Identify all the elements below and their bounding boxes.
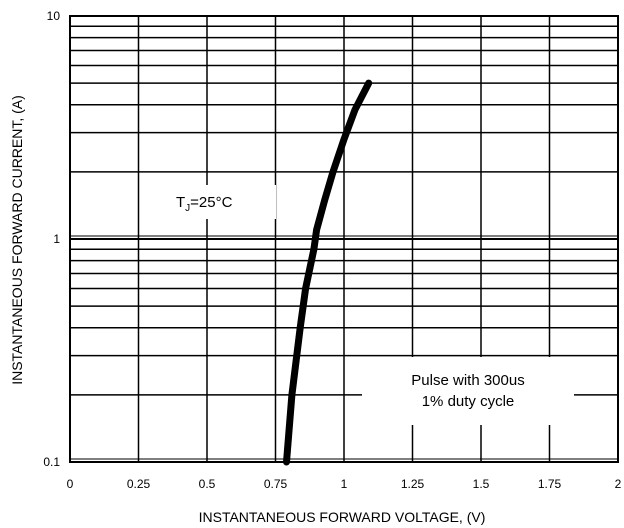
y-tick-label: 0.1 bbox=[43, 455, 60, 469]
x-tick-label: 0.5 bbox=[199, 477, 216, 491]
y-tick-label: 1 bbox=[53, 232, 60, 246]
tj-value: =25°C bbox=[190, 194, 232, 211]
plot-frame bbox=[69, 15, 619, 463]
x-tick-label: 0.75 bbox=[264, 477, 288, 491]
x-axis-label: INSTANTANEOUS FORWARD VOLTAGE, (V) bbox=[199, 509, 486, 525]
pulse-annotation-line1: Pulse with 300us bbox=[411, 372, 524, 389]
y-axis-label: INSTANTANEOUS FORWARD CURRENT, (A) bbox=[9, 95, 25, 385]
x-tick-label: 1 bbox=[341, 477, 348, 491]
forward-characteristic-curve bbox=[283, 79, 373, 466]
tj-annotation: TJ=25°C bbox=[176, 194, 233, 214]
x-tick-label: 2 bbox=[615, 477, 622, 491]
pulse-annotation-line2: 1% duty cycle bbox=[422, 393, 515, 410]
pulse-annotation-background bbox=[362, 357, 574, 425]
x-tick-label: 1.75 bbox=[538, 477, 562, 491]
x-tick-label: 0.25 bbox=[127, 477, 151, 491]
tj-subscript: J bbox=[185, 203, 190, 214]
y-tick-label: 10 bbox=[47, 9, 61, 23]
tj-annotation-background bbox=[160, 185, 276, 219]
tick-labels: 0 0.25 0.5 0.75 1 1.25 1.5 1.75 2 0.1 1 10 bbox=[43, 9, 621, 491]
x-tick-label: 1.25 bbox=[401, 477, 425, 491]
tj-symbol: T bbox=[176, 194, 185, 211]
x-tick-label: 0 bbox=[67, 477, 74, 491]
x-tick-label: 1.5 bbox=[473, 477, 490, 491]
